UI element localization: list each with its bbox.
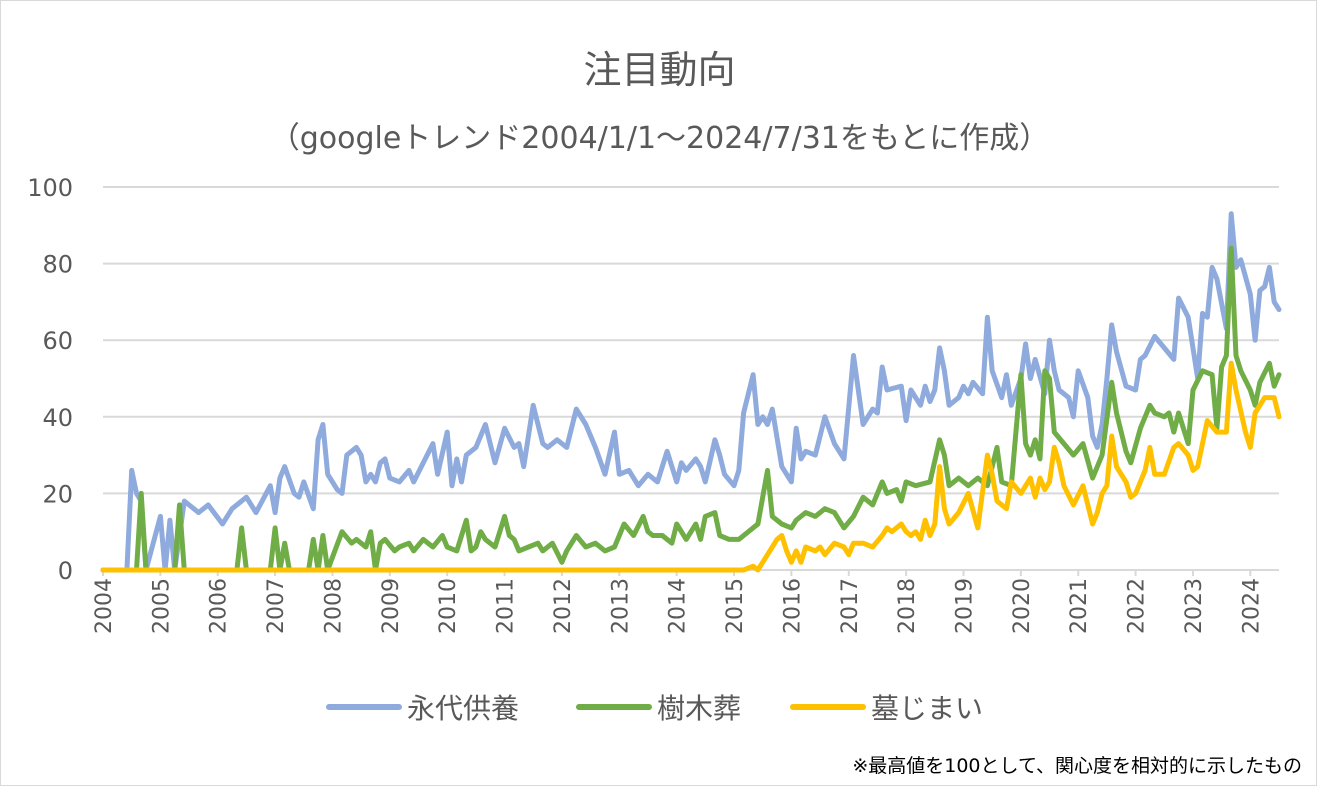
x-tick-label: 2018 xyxy=(895,578,920,634)
x-tick-label: 2019 xyxy=(952,578,977,634)
y-tick-label: 60 xyxy=(42,327,73,355)
x-tick-label: 2009 xyxy=(379,578,404,634)
y-tick-label: 100 xyxy=(27,174,73,202)
x-tick-label: 2021 xyxy=(1067,578,1092,634)
x-tick-label: 2017 xyxy=(838,578,863,634)
x-tick-label: 2011 xyxy=(494,578,519,634)
x-tick-label: 2022 xyxy=(1125,578,1150,634)
x-tick-label: 2010 xyxy=(436,578,461,634)
legend-label: 樹木葬 xyxy=(657,692,741,725)
x-tick-label: 2006 xyxy=(207,578,232,634)
x-tick-label: 2014 xyxy=(666,578,691,634)
x-tick-label: 2013 xyxy=(608,578,633,634)
y-tick-label: 80 xyxy=(42,251,73,279)
x-tick-label: 2004 xyxy=(92,578,117,634)
x-tick-label: 2008 xyxy=(321,578,346,634)
footnote: ※最高値を100として、関心度を相対的に示したもの xyxy=(852,755,1302,777)
x-tick-label: 2020 xyxy=(1010,578,1035,634)
legend-label: 永代供養 xyxy=(407,692,519,725)
y-tick-label: 40 xyxy=(42,404,73,432)
x-tick-label: 2015 xyxy=(723,578,748,634)
x-tick-label: 2024 xyxy=(1239,578,1264,634)
series-line-2 xyxy=(100,245,1282,573)
x-tick-label: 2005 xyxy=(149,578,174,634)
chart-subtitle: （googleトレンド2004/1/1～2024/7/31をもとに作成） xyxy=(269,121,1050,156)
x-tick-label: 2007 xyxy=(264,578,289,634)
y-tick-label: 0 xyxy=(58,557,73,585)
x-tick-label: 2012 xyxy=(551,578,576,634)
series-line-3 xyxy=(100,360,1282,573)
x-tick-label: 2016 xyxy=(780,578,805,634)
y-tick-label: 20 xyxy=(42,480,73,508)
x-tick-label: 2023 xyxy=(1182,578,1207,634)
chart-title: 注目動向 xyxy=(583,48,736,92)
series-line-1 xyxy=(100,211,1282,573)
legend-label: 墓じまい xyxy=(871,692,983,725)
